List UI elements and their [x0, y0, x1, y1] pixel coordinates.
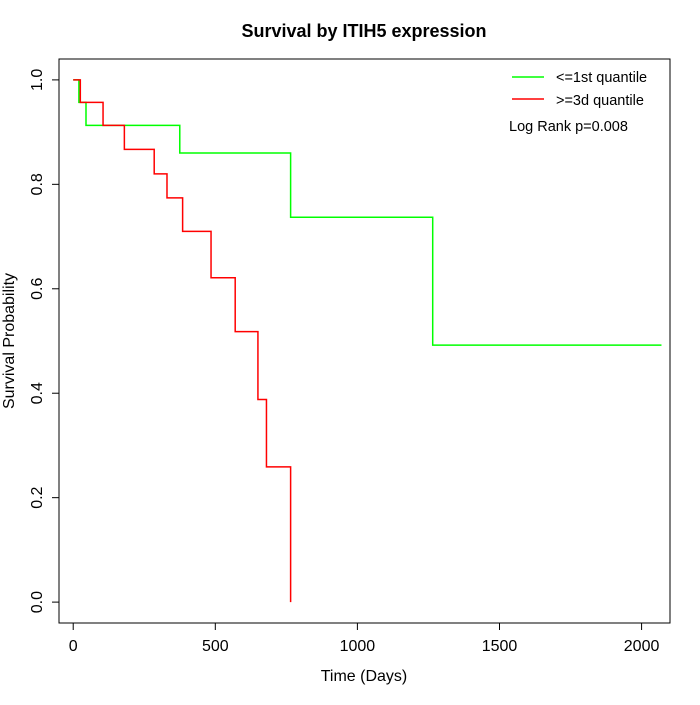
x-axis: 0 500 1000 1500 2000: [69, 622, 660, 655]
legend: <=1st quantile >=3d quantile: [512, 70, 647, 109]
legend-label-high: >=3d quantile: [556, 93, 644, 109]
x-tick-label: 1000: [340, 638, 376, 655]
chart-title: Survival by ITIH5 expression: [241, 21, 486, 41]
y-tick-label: 0.0: [29, 591, 46, 613]
y-axis: 0.0 0.2 0.4 0.6 0.8 1.0: [29, 69, 60, 613]
y-tick-label: 0.6: [29, 278, 46, 300]
x-tick-label: 0: [69, 638, 78, 655]
log-rank-annotation: Log Rank p=0.008: [509, 119, 628, 135]
x-axis-label: Time (Days): [321, 668, 408, 685]
y-tick-label: 1.0: [29, 69, 46, 91]
x-tick-label: 1500: [482, 638, 518, 655]
x-tick-label: 500: [202, 638, 229, 655]
series-layer: [73, 79, 662, 603]
survival-curve-high-quantile: [73, 79, 292, 603]
y-tick-label: 0.2: [29, 486, 46, 508]
x-tick-label: 2000: [624, 638, 660, 655]
y-axis-label: Survival Probability: [1, 273, 18, 409]
plot-frame: [58, 58, 671, 624]
survival-curve-low-quantile: [73, 79, 662, 346]
y-tick-label: 0.8: [29, 173, 46, 195]
y-tick-label: 0.4: [29, 382, 46, 404]
legend-label-low: <=1st quantile: [556, 70, 647, 86]
